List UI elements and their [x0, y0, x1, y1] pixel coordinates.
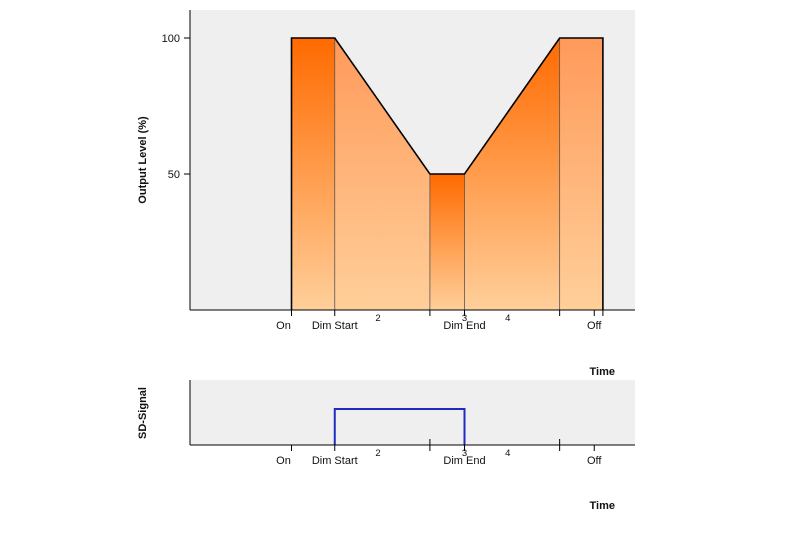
x-marker-label: Dim Start — [312, 320, 358, 332]
phase-label: 4 — [505, 448, 510, 459]
area-segment — [334, 38, 430, 310]
series-line — [290, 37, 604, 310]
y-tick-label: 100 — [162, 33, 180, 45]
y-tick-label: 50 — [168, 169, 180, 181]
phase-label: 3 — [462, 313, 467, 324]
phase-label: 3 — [462, 448, 467, 459]
x-marker-label: Dim Start — [312, 455, 358, 467]
phase-label: 2 — [375, 448, 380, 459]
x-marker-label: Off — [587, 455, 602, 467]
sd-signal-chart: On Dim Start Dim End Off 2 3 4 SD-Signal Time — [137, 380, 635, 512]
area-segment — [291, 38, 335, 310]
x-marker-label: On — [276, 320, 291, 332]
area-segment — [559, 38, 603, 310]
y-axis-title: Output Level (%) — [137, 116, 149, 204]
y-axis-title: SD-Signal — [137, 387, 149, 439]
area-segment — [429, 174, 465, 310]
x-marker-label: Dim End — [443, 320, 485, 332]
plot-background — [190, 380, 635, 445]
x-marker-label: Off — [587, 320, 602, 332]
x-marker-label: On — [276, 455, 291, 467]
area-segment — [464, 38, 560, 310]
output-level-chart: 50 100 On Dim Start Dim End Off 2 3 4 Output L… — [137, 10, 635, 378]
x-axis-title: Time — [590, 366, 615, 378]
phase-label: 4 — [505, 313, 510, 324]
x-marker-label: Dim End — [443, 455, 485, 467]
series-line — [333, 408, 466, 445]
phase-label: 2 — [375, 313, 380, 324]
x-axis-title: Time — [590, 500, 615, 512]
